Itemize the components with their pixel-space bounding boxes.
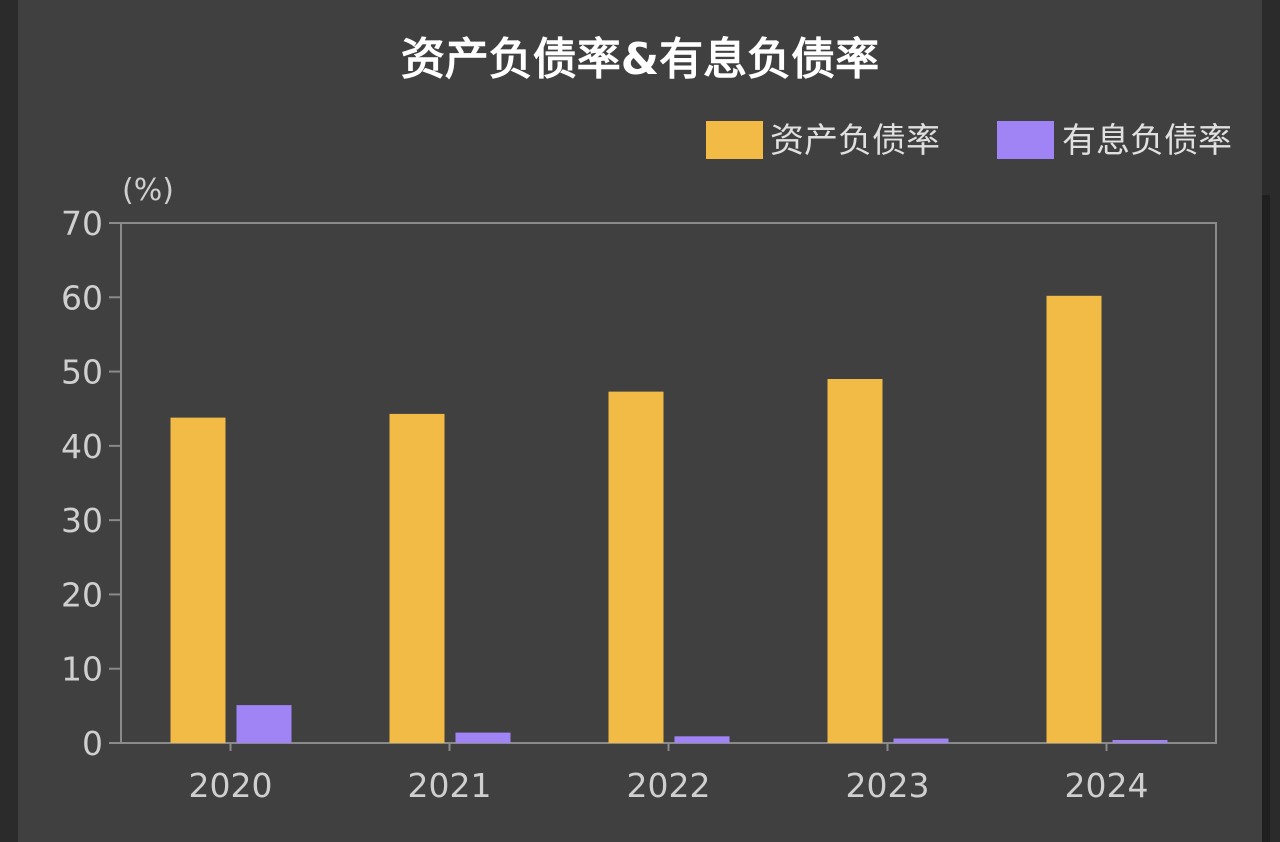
legend-label-interest-bearing-debt-ratio: 有息负债率 — [1062, 121, 1232, 161]
x-axis: 2020 2021 2022 2023 2024 — [189, 743, 1149, 805]
y-tick-label: 60 — [61, 278, 103, 317]
legend-swatch-interest-bearing-debt-ratio — [997, 121, 1054, 159]
chart-title: 资产负债率&有息负债率 — [401, 34, 879, 85]
bar-interest-bearing-debt-ratio-2022 — [674, 736, 730, 743]
y-tick-label: 0 — [82, 724, 103, 763]
y-tick-label: 50 — [61, 353, 103, 392]
bar-interest-bearing-debt-ratio-2021 — [455, 732, 511, 743]
bar-asset-liability-ratio-2020 — [170, 417, 226, 743]
y-axis-unit-label: (%) — [122, 173, 174, 208]
x-tick-label-2022: 2022 — [627, 766, 711, 805]
legend-label-asset-liability-ratio: 资产负债率 — [770, 121, 940, 161]
bar-interest-bearing-debt-ratio-2020 — [236, 705, 292, 743]
y-axis: 0 10 20 30 40 50 60 70 — [61, 204, 121, 763]
bar-asset-liability-ratio-2021 — [389, 413, 445, 743]
x-tick-label-2023: 2023 — [846, 766, 930, 805]
bar-interest-bearing-debt-ratio-2023 — [893, 738, 949, 743]
y-tick-label: 40 — [61, 427, 103, 466]
y-tick-label: 70 — [61, 204, 103, 243]
y-tick-label: 30 — [61, 501, 103, 540]
bar-asset-liability-ratio-2022 — [608, 391, 664, 743]
y-tick-label: 20 — [61, 575, 103, 614]
x-tick-label-2020: 2020 — [189, 766, 273, 805]
scrollbar-track[interactable] — [1262, 195, 1270, 842]
legend-swatch-asset-liability-ratio — [706, 121, 763, 159]
x-tick-label-2021: 2021 — [408, 766, 492, 805]
legend: 资产负债率 有息负债率 — [706, 121, 1232, 161]
bars — [170, 295, 1168, 743]
y-tick-label: 10 — [61, 650, 103, 689]
x-tick-label-2024: 2024 — [1065, 766, 1149, 805]
bar-asset-liability-ratio-2023 — [827, 379, 883, 743]
bar-interest-bearing-debt-ratio-2024 — [1112, 740, 1168, 743]
bar-asset-liability-ratio-2024 — [1046, 295, 1102, 743]
